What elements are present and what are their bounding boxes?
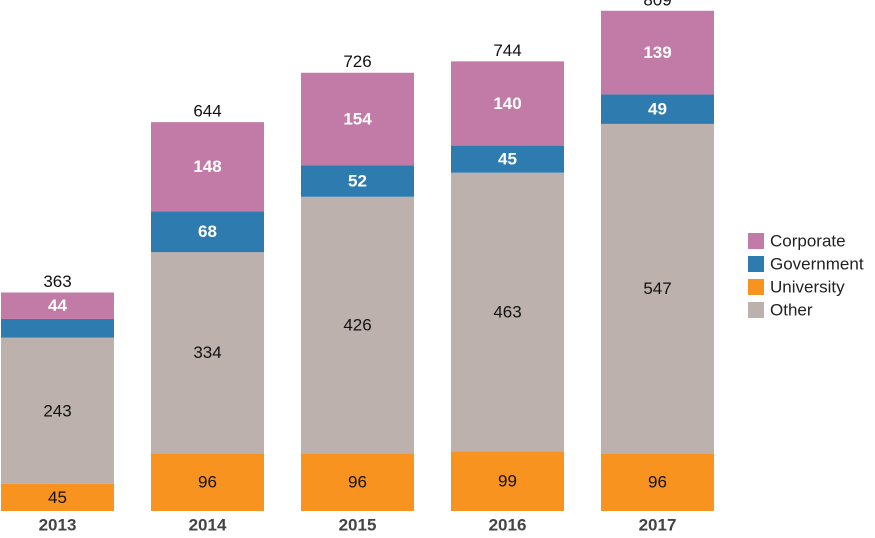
data-label: 547 bbox=[643, 279, 671, 298]
data-label: 154 bbox=[343, 110, 372, 129]
legend-swatch bbox=[748, 256, 764, 272]
bar-segment bbox=[1, 337, 114, 484]
bar-segment bbox=[601, 10, 714, 95]
bar-segment bbox=[151, 122, 264, 212]
data-label: 49 bbox=[648, 100, 667, 119]
data-label: 140 bbox=[493, 94, 521, 113]
legend-swatch bbox=[748, 302, 764, 318]
total-label: 744 bbox=[493, 41, 521, 60]
bar-segment bbox=[451, 172, 564, 452]
data-label: 99 bbox=[498, 472, 517, 491]
data-label: 426 bbox=[343, 315, 371, 334]
data-label: 139 bbox=[643, 43, 671, 62]
bar-segment bbox=[451, 451, 564, 511]
data-label: 96 bbox=[648, 473, 667, 492]
data-label: 96 bbox=[198, 473, 217, 492]
bar-segment bbox=[301, 453, 414, 511]
x-tick-label: 2015 bbox=[339, 515, 377, 534]
data-label: 44 bbox=[48, 296, 67, 315]
x-tick-label: 2017 bbox=[639, 515, 677, 534]
legend-label: University bbox=[770, 277, 845, 296]
legend-label: Other bbox=[770, 300, 813, 319]
data-label: 334 bbox=[193, 343, 221, 362]
data-label: 45 bbox=[48, 488, 67, 507]
bar-segment bbox=[151, 211, 264, 253]
bar-segment bbox=[301, 72, 414, 166]
bar-segment bbox=[1, 292, 114, 319]
x-tick-label: 2014 bbox=[189, 515, 227, 534]
bar-segment bbox=[601, 123, 714, 454]
bar-segment bbox=[151, 252, 264, 454]
bar-segment bbox=[301, 165, 414, 197]
bar-segment bbox=[601, 94, 714, 124]
legend-label: Government bbox=[770, 254, 864, 273]
bar-segment bbox=[451, 61, 564, 146]
bar-segment bbox=[1, 483, 114, 511]
bar-segment bbox=[301, 196, 414, 454]
data-label: 68 bbox=[198, 222, 217, 241]
bar-segment bbox=[451, 145, 564, 173]
total-label: 644 bbox=[193, 102, 221, 121]
data-label: 45 bbox=[498, 150, 517, 169]
total-label: 726 bbox=[343, 52, 371, 71]
total-label: 809 bbox=[643, 0, 671, 9]
bar-segment bbox=[601, 453, 714, 511]
x-tick-label: 2013 bbox=[39, 515, 77, 534]
legend-label: Corporate bbox=[770, 231, 846, 250]
bar-segment bbox=[151, 453, 264, 511]
data-label: 243 bbox=[43, 401, 71, 420]
total-label: 363 bbox=[43, 272, 71, 291]
bar-segment bbox=[1, 318, 114, 338]
data-label: 52 bbox=[348, 172, 367, 191]
x-tick-label: 2016 bbox=[489, 515, 527, 534]
legend-swatch bbox=[748, 279, 764, 295]
data-label: 463 bbox=[493, 303, 521, 322]
data-label: 96 bbox=[348, 473, 367, 492]
data-label: 148 bbox=[193, 157, 221, 176]
legend-swatch bbox=[748, 233, 764, 249]
